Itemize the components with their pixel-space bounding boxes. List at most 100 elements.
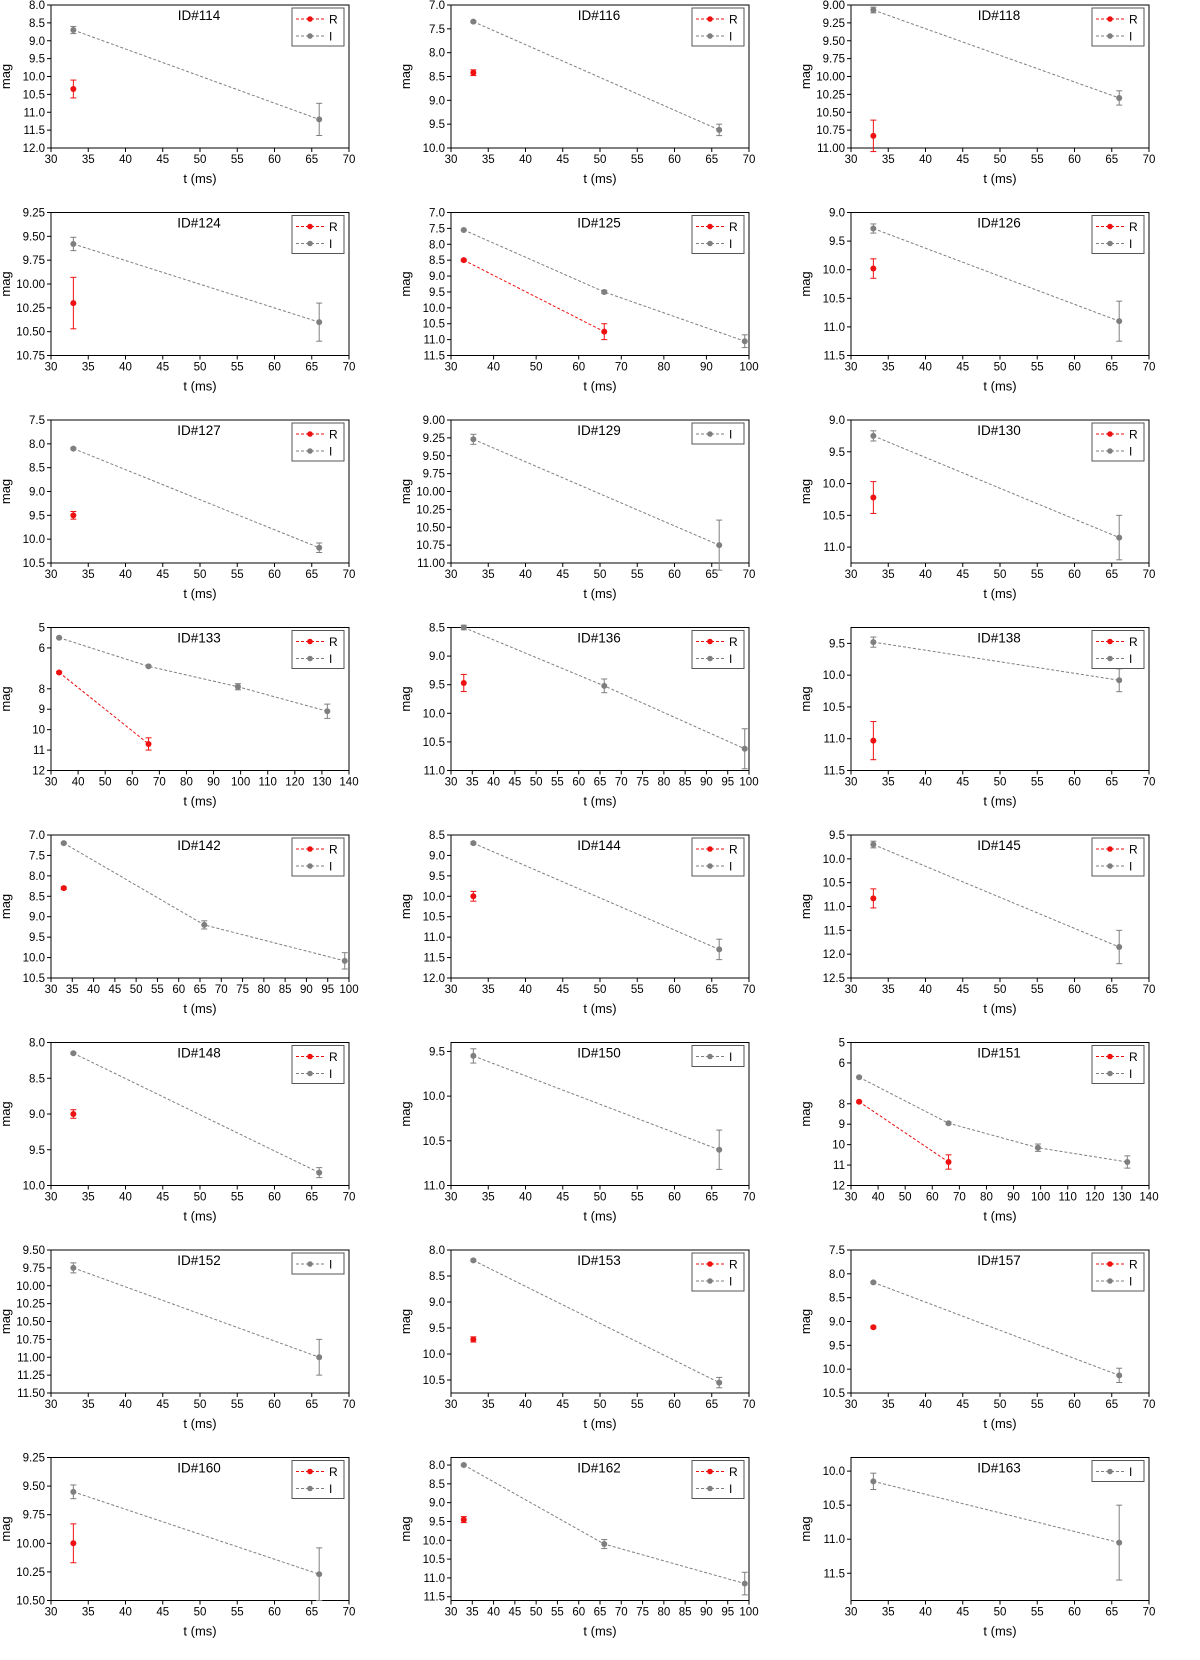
x-tick-label: 40 <box>919 1607 932 1619</box>
y-axis-label: mag <box>0 894 13 919</box>
data-point-I <box>716 126 723 133</box>
x-tick-label: 60 <box>268 154 281 166</box>
y-tick-label: 12.0 <box>23 143 45 155</box>
data-point-I <box>201 921 208 928</box>
y-tick-label: 9.50 <box>823 36 845 48</box>
legend-box <box>691 7 745 47</box>
x-tick-label: 60 <box>268 1192 281 1204</box>
x-tick-label: 100 <box>739 1607 758 1619</box>
data-point-I <box>56 634 63 641</box>
x-tick-label: 45 <box>956 777 969 789</box>
x-tick-label: 50 <box>130 984 143 996</box>
x-tick-label: 65 <box>1105 569 1118 581</box>
x-axis-label: t (ms) <box>983 586 1016 601</box>
x-tick-label: 90 <box>700 777 713 789</box>
plot-frame <box>50 627 350 771</box>
x-tick-label: 35 <box>82 569 95 581</box>
x-tick-label: 30 <box>445 569 458 581</box>
x-tick-label: 65 <box>305 154 318 166</box>
data-point-I <box>601 288 608 295</box>
x-tick-label: 55 <box>551 1607 564 1619</box>
x-axis-label: t (ms) <box>983 1001 1016 1016</box>
x-tick-label: 40 <box>119 569 132 581</box>
chart-title: ID#144 <box>577 838 621 853</box>
y-tick-label: 10.50 <box>16 1317 45 1329</box>
chart-panel: 30 35 40 45 50 55 60 65 70 7.0 7.5 8.0 8.5 9.0 9.5 10.0… <box>398 0 755 186</box>
series-line-R <box>858 1101 949 1163</box>
x-tick-label: 65 <box>305 569 318 581</box>
data-point-I <box>70 1488 77 1495</box>
data-point-I <box>316 1571 323 1578</box>
x-tick-label: 30 <box>845 569 858 581</box>
x-tick-label: 50 <box>194 154 207 166</box>
y-tick-label: 9.5 <box>429 1046 445 1058</box>
y-tick-label: 9.0 <box>429 651 445 663</box>
x-tick-label: 55 <box>231 154 244 166</box>
x-axis-label: t (ms) <box>583 794 616 809</box>
x-tick-label: 130 <box>312 777 331 789</box>
y-tick-label: 10.0 <box>423 891 445 903</box>
y-tick-label: 10.0 <box>823 670 845 682</box>
y-tick-label: 9.50 <box>23 1245 45 1257</box>
legend-box <box>291 7 345 47</box>
x-tick-label: 50 <box>594 1192 607 1204</box>
y-tick-label: 10 <box>32 725 45 737</box>
y-axis-label: mag <box>798 1101 813 1126</box>
legend-marker <box>1107 16 1113 22</box>
y-tick-label: 8.0 <box>29 0 45 12</box>
x-axis-label: t (ms) <box>183 1416 216 1431</box>
x-tick-label: 120 <box>285 777 304 789</box>
x-tick-label: 30 <box>445 1192 458 1204</box>
plot-frame <box>850 1042 1150 1186</box>
chart-panel: 30 35 40 45 50 55 60 65 70 8.0 8.5 9.0 9.5 10.0 10.5 11… <box>0 0 355 186</box>
y-tick-label: 10.75 <box>416 540 445 552</box>
x-tick-label: 30 <box>845 154 858 166</box>
x-tick-label: 50 <box>994 984 1007 996</box>
data-point-R <box>460 1516 467 1523</box>
legend-marker <box>707 1485 713 1492</box>
y-tick-label: 10.50 <box>16 1596 45 1608</box>
x-tick-label: 65 <box>1105 777 1118 789</box>
y-tick-label: 12 <box>32 766 45 778</box>
x-tick-label: 40 <box>119 362 132 374</box>
x-tick-label: 55 <box>231 1607 244 1619</box>
legend-label: I <box>1129 30 1132 44</box>
series-line-I <box>873 9 1120 99</box>
x-axis-label: t (ms) <box>583 1001 616 1016</box>
y-tick-label: 10.0 <box>23 1181 45 1193</box>
data-point-I <box>1116 318 1123 325</box>
x-tick-label: 50 <box>994 1607 1007 1619</box>
series-line-I <box>473 1055 720 1151</box>
chart-panel: 30 35 40 45 50 55 60 65 70 9.5 10.0 10.5 11.0 t (ms) m… <box>398 1042 755 1224</box>
legend-marker <box>707 1278 713 1284</box>
x-tick-label: 65 <box>705 1192 718 1204</box>
y-tick-label: 10.75 <box>816 125 845 137</box>
data-point-I <box>601 1541 608 1548</box>
legend-marker <box>307 223 313 230</box>
x-tick-label: 45 <box>956 1607 969 1619</box>
y-tick-label: 8 <box>39 684 45 696</box>
x-tick-label: 45 <box>556 154 569 166</box>
y-tick-label: 8.0 <box>29 871 45 883</box>
y-tick-label: 7.5 <box>429 24 445 36</box>
x-axis-label: t (ms) <box>583 586 616 601</box>
legend-label: I <box>1129 1465 1132 1479</box>
x-tick-label: 80 <box>257 984 270 996</box>
y-tick-label: 8.5 <box>29 891 45 903</box>
x-tick-label: 70 <box>743 984 756 996</box>
y-tick-label: 10 <box>832 1140 845 1152</box>
data-point-R <box>470 1336 477 1343</box>
x-tick-label: 30 <box>45 154 58 166</box>
x-tick-label: 35 <box>82 1399 95 1411</box>
legend-label: I <box>729 860 732 874</box>
data-point-I <box>316 319 323 326</box>
y-tick-label: 10.00 <box>16 1281 45 1293</box>
data-point-I <box>870 7 877 14</box>
data-point-I <box>145 663 152 670</box>
legend-marker <box>1107 863 1113 869</box>
x-tick-label: 50 <box>530 362 543 374</box>
data-point-I <box>1116 1372 1123 1379</box>
y-tick-label: 10.5 <box>23 89 45 101</box>
y-tick-label: 9 <box>839 1119 845 1131</box>
legend-label: I <box>329 30 332 44</box>
